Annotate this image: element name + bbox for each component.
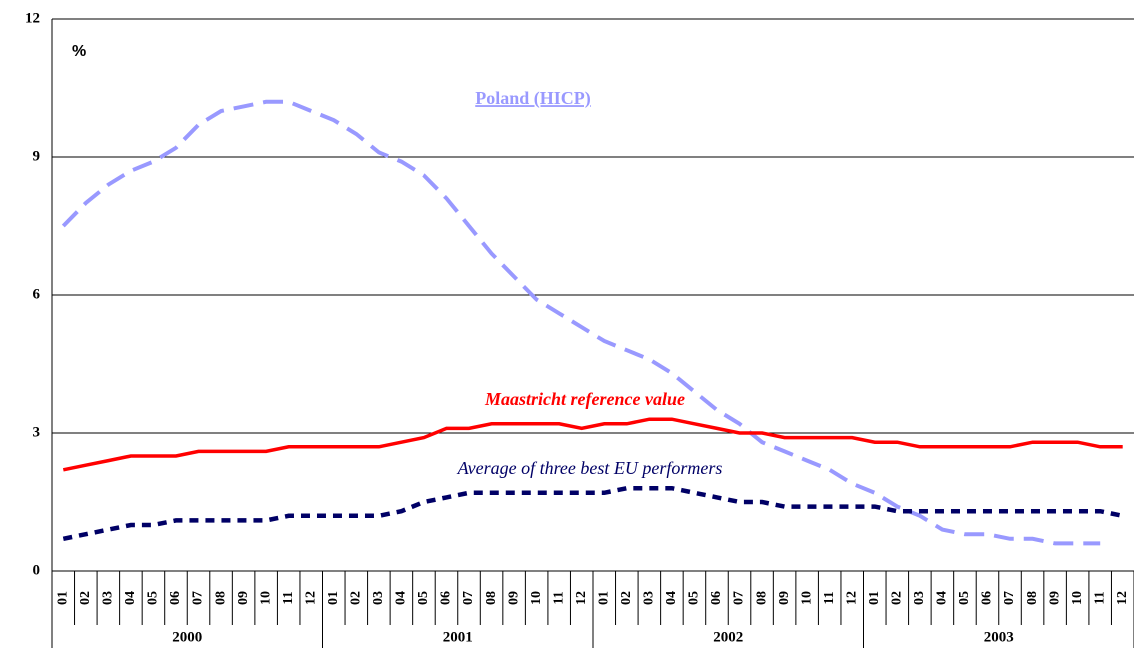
x-tick-label: 12 [844, 591, 859, 605]
x-tick-label: 03 [101, 591, 116, 605]
x-tick-label: 11 [822, 591, 837, 604]
x-tick-label: 06 [439, 591, 454, 605]
x-tick-label: 03 [912, 591, 927, 605]
x-tick-label: 01 [867, 591, 882, 605]
x-tick-label: 12 [1115, 591, 1130, 605]
x-tick-label: 08 [1025, 591, 1040, 605]
x-tick-label: 08 [754, 591, 769, 605]
series-label: Poland (HICP) [475, 88, 591, 109]
x-tick-label: 01 [326, 591, 341, 605]
x-tick-label: 07 [1002, 591, 1017, 605]
x-tick-label: 07 [732, 591, 747, 605]
x-tick-label: 08 [484, 591, 499, 605]
series-label: Average of three best EU performers [457, 458, 723, 478]
x-tick-label: 09 [1047, 591, 1062, 605]
x-tick-label: 03 [642, 591, 657, 605]
x-tick-label: 11 [551, 591, 566, 604]
y-tick-label: 3 [33, 424, 41, 440]
x-tick-label: 10 [258, 591, 273, 605]
x-tick-label: 10 [799, 591, 814, 605]
x-tick-label: 03 [371, 591, 386, 605]
y-tick-label: 0 [33, 562, 41, 578]
x-tick-label: 02 [349, 591, 364, 605]
x-tick-label: 05 [416, 591, 431, 605]
x-tick-label: 09 [777, 591, 792, 605]
x-tick-label: 06 [980, 591, 995, 605]
group-label: 2003 [984, 629, 1014, 645]
x-tick-label: 09 [506, 591, 521, 605]
x-tick-label: 10 [1070, 591, 1085, 605]
x-tick-label: 12 [574, 591, 589, 605]
series-line [62, 485, 1124, 542]
x-tick-label: 09 [236, 591, 251, 605]
group-label: 2002 [713, 629, 743, 645]
y-tick-label: 9 [33, 148, 41, 164]
x-tick-label: 01 [596, 591, 611, 605]
x-tick-label: 05 [957, 591, 972, 605]
group-label: 2001 [443, 629, 473, 645]
x-tick-label: 07 [461, 591, 476, 605]
x-tick-label: 04 [935, 591, 950, 605]
x-tick-label: 02 [890, 591, 905, 605]
x-tick-label: 05 [146, 591, 161, 605]
x-tick-label: 06 [709, 591, 724, 605]
x-tick-label: 12 [303, 591, 318, 605]
x-tick-label: 02 [78, 591, 93, 605]
y-unit-label: % [72, 43, 86, 60]
series-line [62, 417, 1123, 472]
x-tick-label: 08 [213, 591, 228, 605]
x-tick-label: 11 [281, 591, 296, 604]
series-line [61, 99, 1101, 546]
x-tick-label: 04 [664, 591, 679, 605]
group-label: 2000 [172, 629, 202, 645]
y-tick-label: 6 [33, 286, 41, 302]
x-tick-label: 07 [191, 591, 206, 605]
x-tick-label: 02 [619, 591, 634, 605]
y-tick-label: 12 [25, 10, 40, 26]
x-tick-label: 11 [1092, 591, 1107, 604]
x-tick-label: 04 [394, 591, 409, 605]
series-label: Maastricht reference value [484, 389, 685, 409]
x-tick-label: 06 [168, 591, 183, 605]
x-tick-label: 04 [123, 591, 138, 605]
x-tick-label: 10 [529, 591, 544, 605]
x-tick-label: 05 [687, 591, 702, 605]
x-tick-label: 01 [55, 591, 70, 605]
